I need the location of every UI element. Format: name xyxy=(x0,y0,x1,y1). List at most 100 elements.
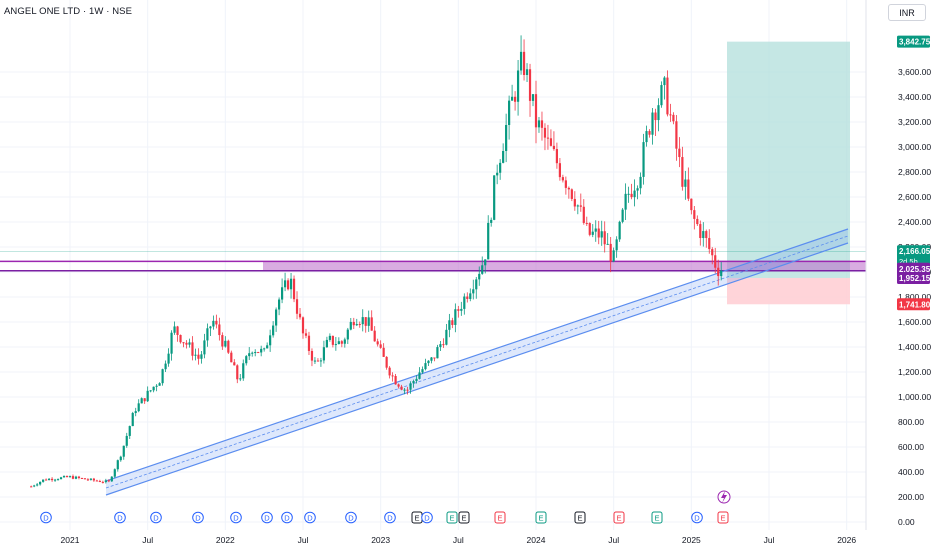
earnings-marker[interactable]: E xyxy=(613,511,625,524)
candle-body xyxy=(573,198,576,207)
candle-body xyxy=(62,476,66,478)
price-label-countdown: 2d 5h xyxy=(899,257,918,266)
candle-body xyxy=(561,177,564,181)
long-position-tool[interactable] xyxy=(727,41,850,305)
candle-body xyxy=(675,121,678,149)
dividend-badge xyxy=(384,511,396,524)
candle-body xyxy=(564,180,567,188)
earnings-marker[interactable]: E xyxy=(411,511,423,524)
time-tick-label: 2021 xyxy=(61,535,80,545)
price-tick-label: 800.00 xyxy=(898,417,924,427)
candle-body xyxy=(460,308,463,311)
candle-body xyxy=(170,332,173,354)
candle-body xyxy=(104,480,107,483)
event-letter: D xyxy=(153,514,159,523)
dividend-marker[interactable]: D xyxy=(345,511,357,524)
dividend-marker[interactable]: D xyxy=(261,511,273,524)
time-tick-label: 2022 xyxy=(216,535,235,545)
candle-body xyxy=(152,386,155,391)
time-tick-label: 2023 xyxy=(371,535,390,545)
candle-body xyxy=(672,114,675,122)
candle-body xyxy=(343,339,346,344)
price-label-bg xyxy=(897,271,930,284)
dividend-marker[interactable]: D xyxy=(304,511,316,524)
candle-body xyxy=(508,100,511,125)
candle-body xyxy=(313,360,317,362)
earnings-marker[interactable]: E xyxy=(494,511,506,524)
candle-body xyxy=(364,317,367,326)
dividend-marker[interactable]: D xyxy=(384,511,396,524)
candle-body xyxy=(39,481,42,485)
candle-body xyxy=(257,352,260,354)
symbol-title[interactable]: ANGEL ONE LTD · 1W · NSE xyxy=(4,6,133,17)
earnings-marker[interactable]: E xyxy=(717,511,729,524)
event-letter: E xyxy=(720,514,725,523)
candle-body xyxy=(669,114,672,116)
candle-body xyxy=(346,329,349,340)
earnings-marker[interactable]: E xyxy=(446,511,458,524)
price-label[interactable]: 1,741.80 xyxy=(897,298,931,311)
candle-body xyxy=(463,296,466,309)
earnings-badge xyxy=(717,511,729,524)
price-tick-label: 1,600.00 xyxy=(898,317,931,327)
dividend-badge xyxy=(40,511,52,524)
dividend-marker[interactable]: D xyxy=(230,511,242,524)
price-axis[interactable]: 0.00 200.00 400.00 600.00 800.00 1,000.00 1,20… xyxy=(865,0,931,530)
candle-body xyxy=(627,193,630,195)
candle-body xyxy=(131,413,134,427)
candle-body xyxy=(487,222,490,260)
earnings-marker[interactable]: E xyxy=(574,511,586,524)
dividend-marker[interactable]: D xyxy=(421,511,433,524)
time-axis[interactable]: 2021 Jul 2022 Jul 2023 Jul 2024 Jul 2025 Jul 2026 xyxy=(61,535,857,545)
candle-body xyxy=(612,250,615,262)
time-tick-label: Jul xyxy=(608,535,619,545)
candle-body xyxy=(203,340,206,355)
price-tick-label: 600.00 xyxy=(898,442,924,452)
dividend-marker[interactable]: D xyxy=(281,511,293,524)
candle-body xyxy=(484,259,487,266)
candle-body xyxy=(113,469,116,477)
price-label-bg xyxy=(897,298,930,311)
event-letter: D xyxy=(117,514,123,523)
price-label-bg xyxy=(897,35,930,48)
candle-body xyxy=(657,105,660,121)
candle-body xyxy=(597,228,600,238)
candle-body xyxy=(224,340,227,347)
trend-channel[interactable] xyxy=(105,228,849,496)
candle-body xyxy=(534,94,538,128)
price-label[interactable]: 1,952.15 xyxy=(897,271,931,284)
candle-body xyxy=(591,231,594,235)
candle-body xyxy=(696,218,699,225)
lightning-icon xyxy=(721,491,727,503)
dividend-marker[interactable]: D xyxy=(192,511,204,524)
candle-body xyxy=(687,179,690,199)
candle-body xyxy=(702,231,705,239)
candle-body xyxy=(358,324,361,326)
dividend-marker[interactable]: D xyxy=(150,511,162,524)
candle-body xyxy=(355,324,358,326)
candle-body xyxy=(636,188,639,191)
dividend-marker[interactable]: D xyxy=(691,511,703,524)
candle-body xyxy=(361,317,364,325)
candle-body xyxy=(525,69,529,76)
earnings-marker[interactable]: E xyxy=(651,511,663,524)
dividend-marker[interactable]: D xyxy=(114,511,126,524)
dividend-badge xyxy=(345,511,357,524)
candle-body xyxy=(424,363,427,370)
price-label[interactable]: 2,025.35 xyxy=(897,262,931,275)
candle-body xyxy=(412,381,415,384)
dividend-marker[interactable]: D xyxy=(40,511,52,524)
earnings-marker[interactable]: E xyxy=(535,511,547,524)
price-tick-label: 3,400.00 xyxy=(898,92,931,102)
candle-body xyxy=(367,317,370,326)
price-label[interactable]: 3,842.75 xyxy=(897,35,931,48)
dividend-badge xyxy=(192,511,204,524)
candle-body xyxy=(466,296,469,299)
candle-body xyxy=(379,344,382,348)
earnings-marker[interactable]: E xyxy=(458,511,470,524)
price-tick-label: 2,400.00 xyxy=(898,217,931,227)
currency-button[interactable]: INR xyxy=(888,4,926,21)
